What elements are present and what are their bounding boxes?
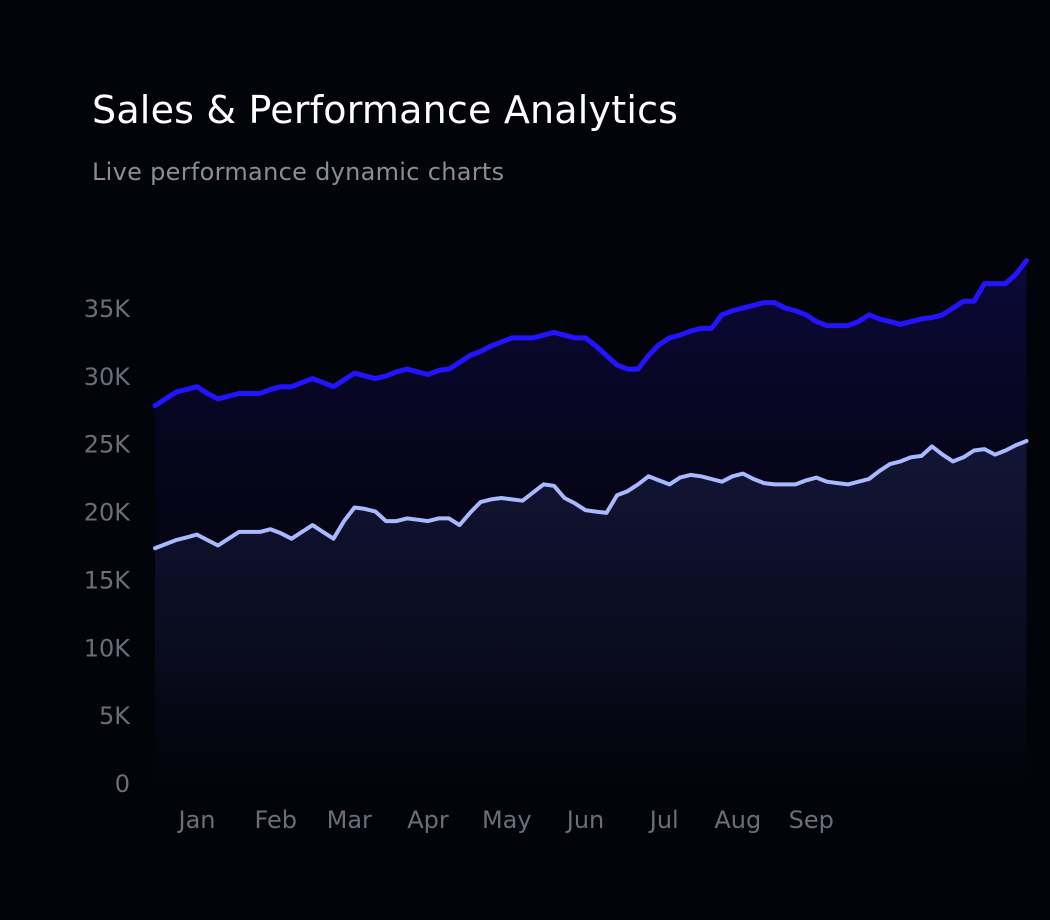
- x-tick-label: May: [482, 806, 532, 834]
- x-tick-label: Jul: [648, 806, 679, 834]
- y-tick-label: 10K: [84, 634, 132, 662]
- y-tick-label: 35K: [84, 295, 132, 323]
- y-tick-label: 5K: [99, 702, 131, 730]
- y-tick-label: 0: [115, 770, 130, 798]
- y-axis: 0 5K 10K 15K 20K 25K 30K 35K: [84, 295, 132, 798]
- y-tick-label: 20K: [84, 499, 132, 527]
- x-tick-label: Jan: [177, 806, 216, 834]
- x-tick-label: Feb: [255, 806, 298, 834]
- series-b-line: [153, 439, 1029, 551]
- x-tick-label: Sep: [789, 806, 834, 834]
- y-tick-label: 15K: [84, 566, 132, 594]
- x-tick-label: Aug: [714, 806, 761, 834]
- x-tick-label: Apr: [407, 806, 449, 834]
- series-b-area: [155, 441, 1027, 803]
- x-tick-label: Mar: [327, 806, 372, 834]
- x-axis: Jan Feb Mar Apr May Jun Jul Aug Sep: [177, 806, 834, 834]
- page-title: Sales & Performance Analytics: [92, 88, 679, 132]
- area-fills: [155, 260, 1027, 803]
- series-lines: [152, 258, 1029, 551]
- page-subtitle: Live performance dynamic charts: [92, 158, 505, 186]
- x-tick-label: Jun: [565, 806, 605, 834]
- series-a-area: [155, 260, 1027, 549]
- series-a-line: [152, 258, 1029, 409]
- y-tick-label: 30K: [84, 363, 132, 391]
- y-tick-label: 25K: [84, 431, 132, 459]
